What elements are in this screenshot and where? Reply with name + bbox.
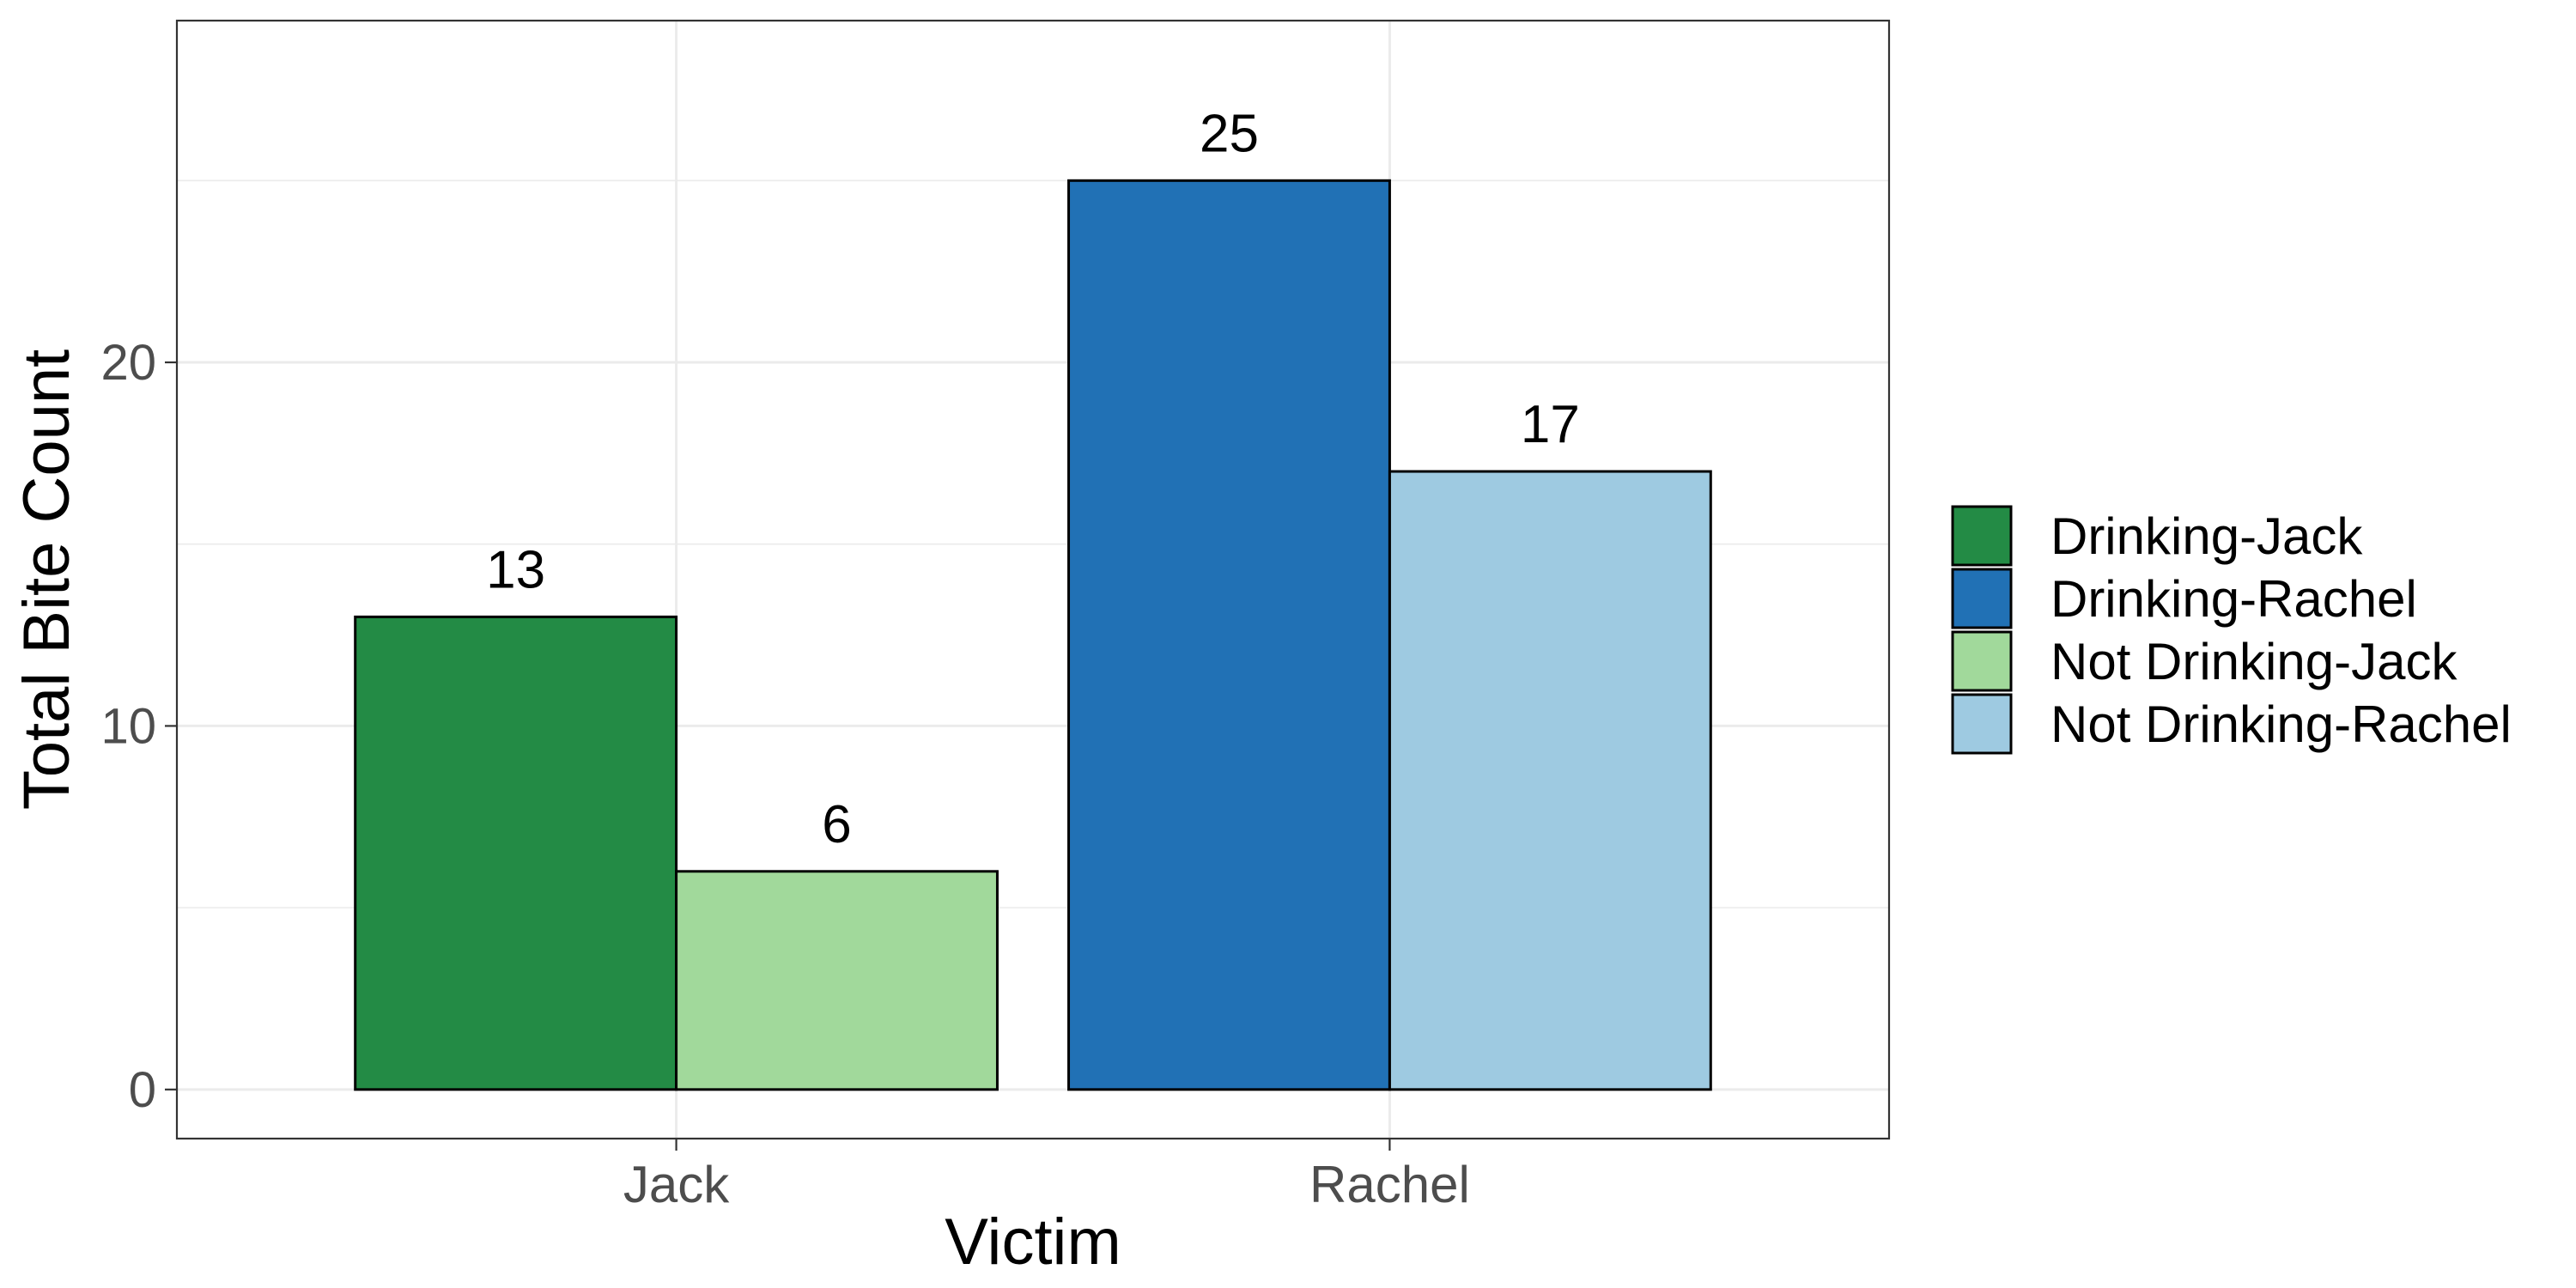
x-axis-title: Victim: [945, 1206, 1121, 1279]
bar: [675, 870, 999, 1091]
y-tick-label: 20: [100, 335, 156, 391]
x-tick-label: Rachel: [1309, 1156, 1470, 1213]
legend-key: [1951, 505, 2013, 567]
bar-value-label: 25: [1200, 104, 1259, 163]
legend-label: Drinking-Jack: [2050, 507, 2363, 565]
bar-value-label: 17: [1521, 395, 1580, 454]
data-labels: 13 25 6 17: [486, 104, 1580, 854]
bar: [354, 615, 678, 1091]
legend-label: Not Drinking-Rachel: [2050, 696, 2512, 753]
legend-key: [1951, 630, 2013, 692]
y-tick-label: 0: [129, 1062, 156, 1118]
y-axis-title: Total Bite Count: [10, 349, 83, 811]
legend-label: Not Drinking-Jack: [2050, 633, 2458, 690]
bar: [1067, 179, 1391, 1091]
bar: [1388, 470, 1712, 1091]
legend-key: [1951, 568, 2013, 629]
x-tick-label: Jack: [623, 1156, 730, 1213]
y-tick-label: 10: [100, 698, 156, 754]
legend-key: [1951, 693, 2013, 755]
x-axis: Jack Rachel: [623, 1139, 1470, 1213]
bars: [354, 179, 1712, 1091]
legend-label: Drinking-Rachel: [2050, 570, 2417, 628]
bar-value-label: 13: [486, 540, 545, 599]
y-axis: 0 10 20: [100, 335, 177, 1118]
plot-border: [175, 19, 1891, 1140]
bar-value-label: 6: [822, 795, 851, 854]
